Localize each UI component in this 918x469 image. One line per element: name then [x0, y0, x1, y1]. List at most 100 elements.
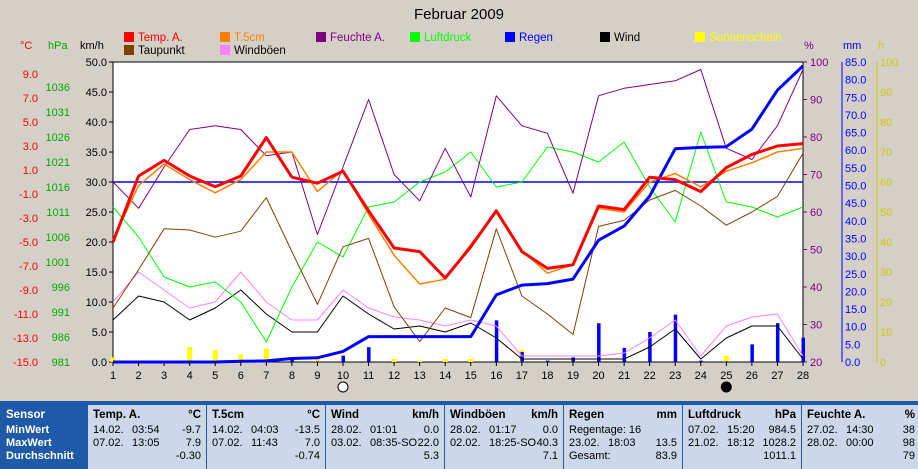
rain-tick-label: 45.0 — [845, 198, 866, 210]
sunshine-bar — [263, 348, 269, 362]
legend-temp: Temp. A. — [124, 31, 183, 45]
right-axes: 100908070605040302085.080.075.070.065.06… — [803, 57, 898, 369]
max-value: 40.3 — [536, 437, 558, 449]
moon-phases — [337, 381, 732, 393]
avg-value: 5.3 — [423, 450, 439, 462]
stats-column: Luftdruck hPa 07.02. 15:20 984.5 21.02. 18:12 1… — [683, 405, 801, 469]
min-value: -9.7 — [182, 424, 201, 436]
x-tick-label: 9 — [314, 370, 320, 382]
new-moon-icon — [720, 381, 732, 393]
wind-tick-label: 5.0 — [92, 327, 107, 339]
min-date: 14.02. — [212, 424, 243, 436]
wind-tick-label: 0.0 — [92, 357, 107, 369]
rain-tick-label: 85.0 — [845, 57, 866, 69]
x-tick-label: 1 — [110, 370, 116, 382]
sunshine-bar — [442, 359, 448, 362]
max-time: 11:43 — [251, 437, 278, 449]
stats-column: Windböen km/h 28.02. 01:17 0.0 02.02. 18:25-SO… — [445, 405, 563, 469]
x-tick-label: 27 — [771, 370, 783, 382]
statistics-table: Sensor MinWert MaxWert Durchschnitt Temp… — [0, 401, 918, 469]
rain-tick-label: 50.0 — [845, 181, 866, 193]
sun-unit: h — [878, 40, 885, 52]
humidity-tick-label: 100 — [810, 57, 828, 69]
wind-tick-label: 20.0 — [86, 237, 107, 249]
min-date: 07.02. — [688, 424, 719, 436]
legend-swatch — [316, 32, 326, 42]
column-unit: km/h — [531, 409, 558, 421]
x-tick-label: 3 — [161, 370, 167, 382]
temp-tick-label: 1.0 — [23, 165, 38, 177]
stats-column: Temp. A. °C 14.02. 03:54 -9.7 07.02. 13:05 7.9-… — [88, 405, 206, 469]
row-label-min: MinWert — [6, 424, 50, 436]
rain-tick-label: 75.0 — [845, 92, 866, 104]
min-time: 15:20 — [727, 424, 755, 436]
max-time: 18:25-SO — [489, 437, 537, 449]
rain-tick-label: 35.0 — [845, 233, 866, 245]
avg-value: -0.30 — [175, 450, 201, 462]
rain-tick-label: 60.0 — [845, 145, 866, 157]
max-date: 21.02. — [688, 437, 719, 449]
legend-label: Wind — [614, 32, 641, 44]
x-tick-label: 11 — [363, 370, 374, 382]
column-unit: % — [904, 409, 915, 421]
temp-tick-label: 9.0 — [23, 69, 38, 81]
row-label-sensor: Sensor — [6, 409, 45, 421]
humidity-tick-label: 90 — [810, 95, 822, 107]
avg-value: 7.1 — [542, 450, 558, 462]
min-value: -13.5 — [294, 424, 320, 436]
wind-tick-label: 35.0 — [86, 147, 107, 159]
avg-label: Gesamt: — [569, 450, 611, 462]
chart-title: Februar 2009 — [413, 6, 505, 23]
sunshine-bar — [187, 347, 193, 362]
column-unit: °C — [188, 409, 201, 421]
rain-tick-label: 15.0 — [845, 304, 866, 316]
wind-unit: km/h — [80, 40, 104, 52]
x-tick-label: 7 — [263, 370, 269, 382]
legend-swatch — [124, 45, 134, 55]
column-header: Windböen — [450, 409, 506, 421]
x-tick-label: 17 — [516, 370, 528, 382]
pressure-tick-label: 1021 — [46, 157, 70, 169]
temp-tick-label: -11.0 — [14, 309, 38, 321]
temp-tick-label: 7.0 — [23, 93, 38, 105]
avg-value: 79 — [902, 450, 915, 462]
x-tick-label: 14 — [439, 370, 451, 382]
full-moon-icon — [337, 381, 349, 393]
sun-tick-label: 30 — [880, 267, 892, 279]
max-time: 00:00 — [846, 437, 874, 449]
wind-tick-label: 10.0 — [86, 297, 107, 309]
sunshine-bar — [238, 354, 244, 362]
wind-tick-label: 30.0 — [86, 177, 107, 189]
legend-swatch — [410, 32, 420, 42]
max-date: 28.02. — [807, 437, 838, 449]
humidity-tick-label: 70 — [810, 170, 822, 182]
min-date: 28.02. — [450, 424, 481, 436]
min-value: 0.0 — [542, 424, 558, 436]
humidity-tick-label: 60 — [810, 207, 822, 219]
x-tick-label: 21 — [618, 370, 630, 382]
pressure-tick-label: 1016 — [46, 182, 70, 194]
sunshine-bar — [468, 359, 474, 362]
sun-tick-label: 20 — [880, 297, 892, 309]
min-date: 14.02. — [93, 424, 124, 436]
column-header: Regen — [569, 409, 605, 421]
x-tick-label: 12 — [388, 370, 400, 382]
x-axis: 1 2 3 4 5 6 7 8 9 10 11 12 13 14 15 16 17 18 19 20 21 22 23 24 2… — [110, 362, 809, 382]
x-tick-label: 18 — [541, 370, 553, 382]
rain-tick-label: 20.0 — [845, 286, 866, 298]
temp-tick-label: -1.0 — [19, 189, 38, 201]
pressure-tick-label: 1031 — [46, 107, 70, 119]
x-tick-label: 8 — [289, 370, 295, 382]
legend-swatch — [124, 32, 134, 42]
sun-tick-label: 40 — [880, 237, 892, 249]
legend-t5cm: T.5cm — [220, 31, 265, 45]
daily-rain-bar — [315, 361, 320, 362]
temp-tick-label: -13.0 — [13, 333, 38, 345]
x-tick-label: 20 — [592, 370, 604, 382]
series-lines — [111, 64, 805, 364]
stats-column: Feuchte A.% 27.02. 14:30 38 28.02. 00:00 98 79 — [802, 405, 918, 469]
pressure-tick-label: 981 — [52, 357, 70, 369]
sunshine-bar — [723, 356, 729, 362]
sun-tick-label: 80 — [880, 117, 892, 129]
column-header: Feuchte A. — [807, 409, 866, 421]
